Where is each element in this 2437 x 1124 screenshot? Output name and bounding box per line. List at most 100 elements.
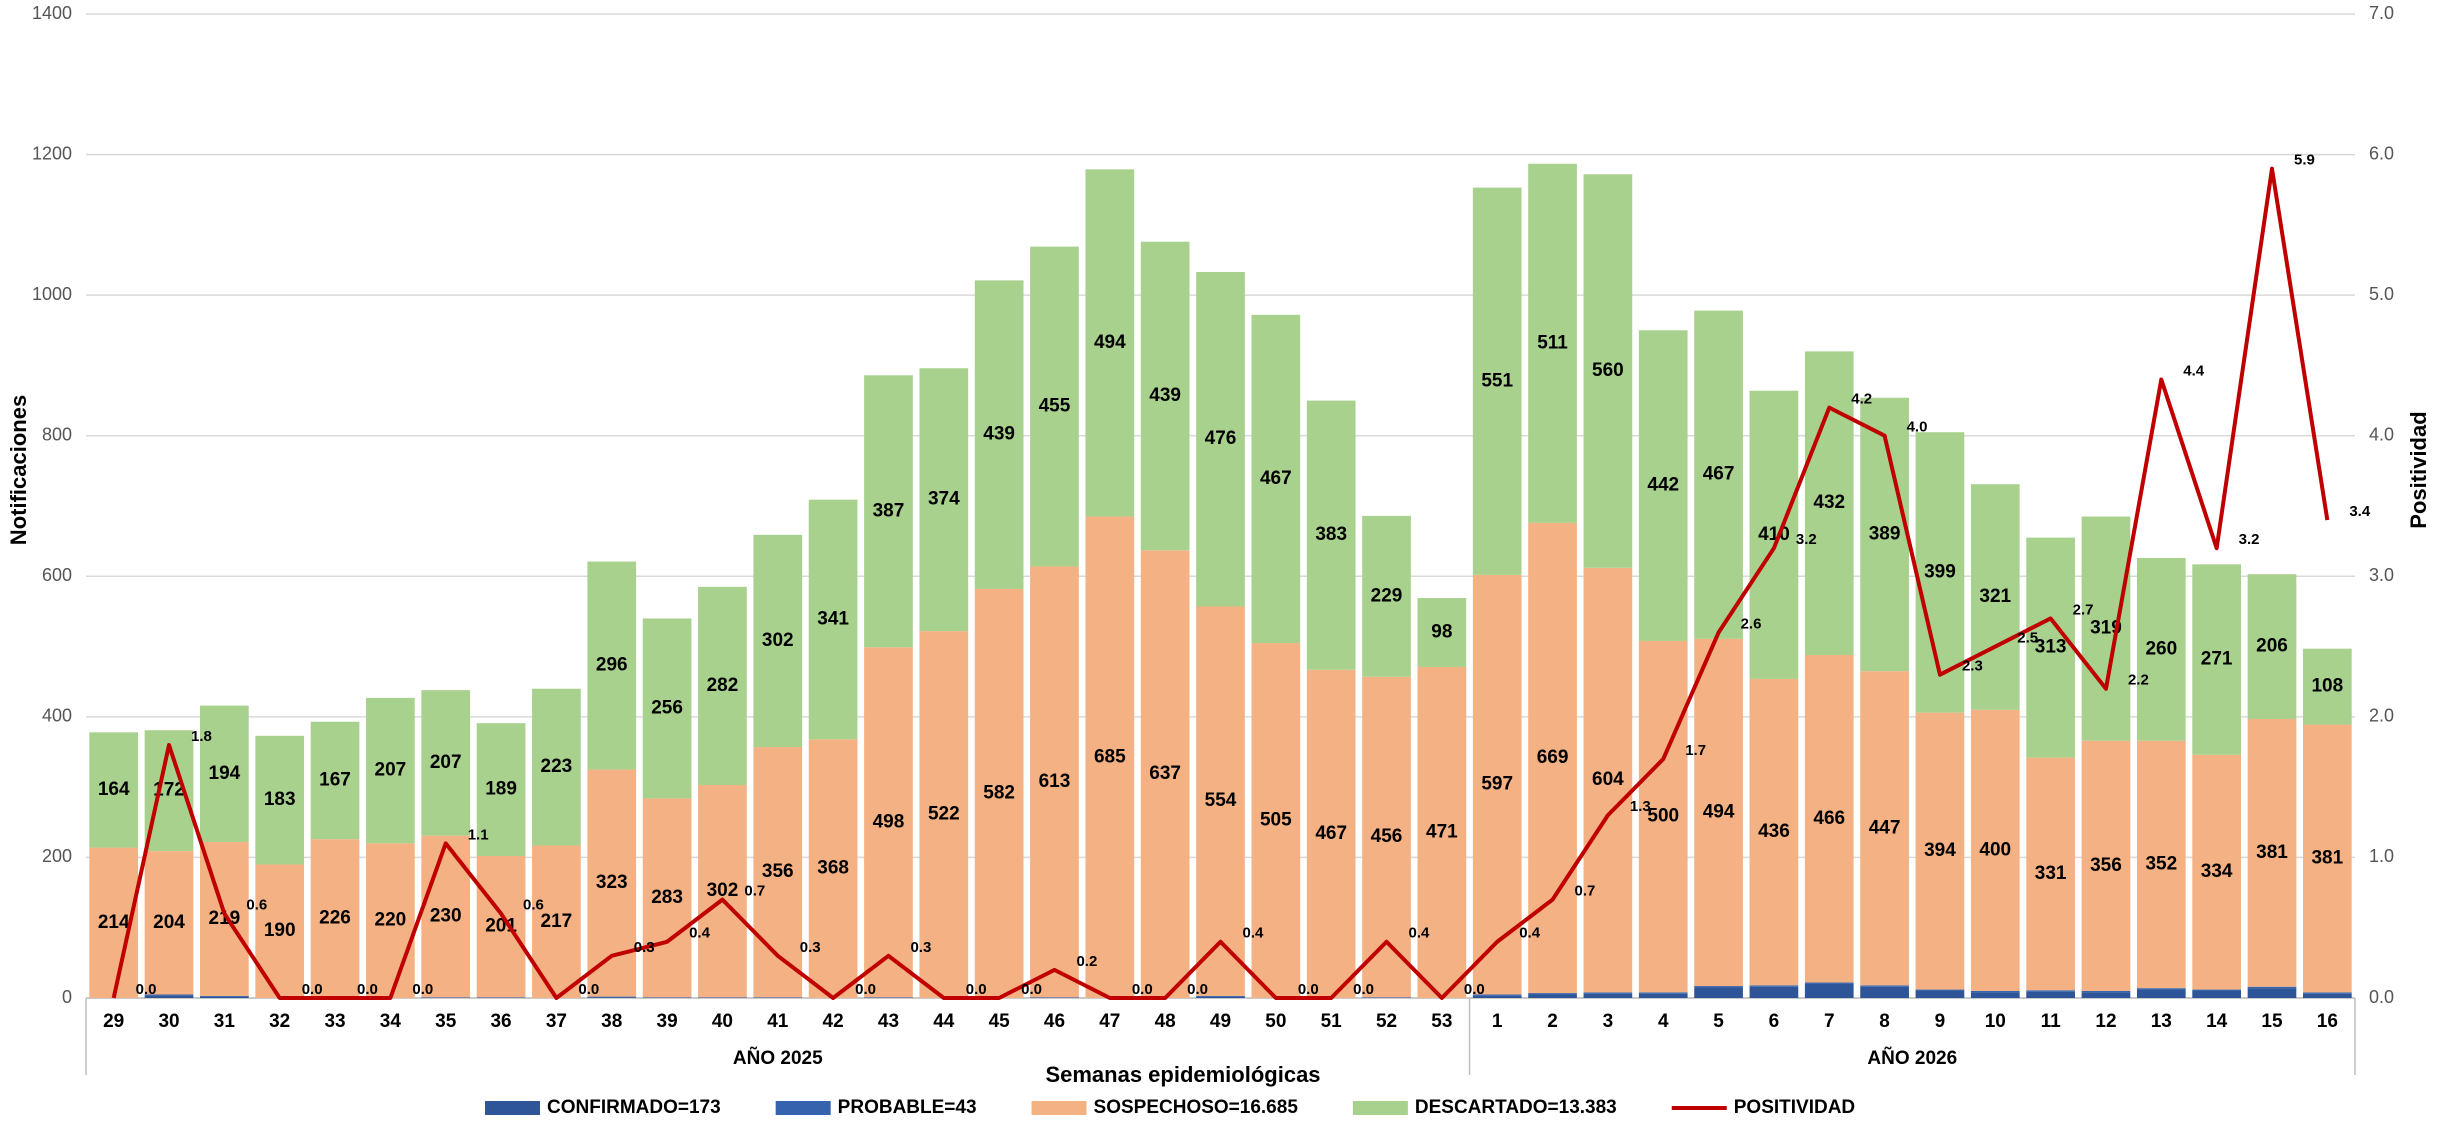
bar-segment (2192, 990, 2241, 998)
bar-segment (2026, 757, 2075, 991)
x-tick-label: 15 (2261, 1011, 2283, 1032)
bar-segment (698, 997, 747, 998)
data-label: 467 (1703, 464, 1735, 485)
data-label: 374 (928, 489, 960, 510)
bar-segment (1472, 995, 1522, 998)
bar-segment (1472, 574, 1522, 995)
legend-label: CONFIRMADO=173 (547, 1097, 721, 1118)
y-tick-label: 1400 (32, 3, 72, 23)
x-tick-label: 16 (2317, 1011, 2338, 1032)
x-tick-label: 43 (878, 1011, 899, 1032)
bar-segment (864, 997, 913, 998)
y2-tick-label: 7.0 (2369, 3, 2394, 23)
bar-segment (1251, 314, 1301, 644)
data-label: 256 (651, 697, 683, 718)
bar-segment (1306, 669, 1356, 998)
x-tick-label: 53 (1431, 1011, 1452, 1032)
bar-segment (310, 839, 360, 998)
bar-segment (2136, 988, 2186, 990)
bar-segment (1915, 712, 1965, 990)
legend-label: DESCARTADO=13.383 (1415, 1097, 1617, 1118)
data-label: 206 (2256, 636, 2288, 657)
line-label: 2.7 (2073, 601, 2094, 618)
line-label: 0.0 (966, 981, 987, 998)
data-label: 455 (1039, 396, 1071, 417)
bar-segment (2302, 648, 2352, 725)
y2-tick-label: 2.0 (2369, 706, 2394, 726)
bar-segment (1362, 997, 1411, 998)
x-tick-label: 47 (1099, 1011, 1120, 1032)
y-tick-label: 0 (62, 987, 72, 1007)
bar-segment (1694, 987, 1743, 998)
bar-segment (919, 631, 969, 998)
data-label: 321 (1979, 586, 2011, 607)
bar-segment (1306, 400, 1356, 670)
data-label: 334 (2201, 861, 2233, 882)
x-tick-label: 46 (1044, 1011, 1065, 1032)
line-label: 2.3 (1962, 658, 1983, 675)
bar-segment (1030, 997, 1079, 998)
data-label: 164 (98, 779, 130, 800)
data-label: 467 (1315, 823, 1347, 844)
bar-segment (2302, 993, 2352, 998)
bar-segment (2247, 718, 2297, 987)
x-tick-label: 49 (1210, 1011, 1231, 1032)
group-label: AÑO 2025 (733, 1047, 823, 1069)
bar-segment (1638, 992, 1688, 994)
data-label: 167 (319, 769, 351, 790)
line-label: 0.0 (1464, 981, 1485, 998)
y-tick-label: 800 (42, 424, 72, 444)
group-label: AÑO 2026 (1867, 1047, 1957, 1069)
line-label: 3.2 (1796, 531, 1817, 548)
line-label: 1.7 (1685, 742, 1706, 759)
data-label: 302 (707, 880, 739, 901)
bar-segment (2247, 988, 2297, 998)
x-tick-label: 10 (1985, 1011, 2006, 1032)
bar-segment (1638, 330, 1688, 641)
bar-segment (1362, 515, 1411, 677)
data-label: 604 (1592, 769, 1624, 790)
line-label: 4.0 (1907, 419, 1928, 436)
x-tick-label: 42 (823, 1011, 844, 1032)
legend-swatch (485, 1101, 540, 1115)
bar-segment (476, 997, 526, 998)
line-label: 0.0 (1353, 981, 1374, 998)
bar-segment (1804, 983, 1854, 998)
bar-segment (1085, 516, 1135, 998)
bar-segment (1694, 310, 1743, 639)
data-label: 226 (319, 908, 351, 929)
bar-segment (2026, 990, 2075, 992)
y2-tick-label: 1.0 (2369, 846, 2394, 866)
line-label: 0.6 (523, 897, 544, 914)
data-label: 432 (1813, 492, 1845, 513)
data-label: 331 (2035, 863, 2067, 884)
legend: CONFIRMADO=173 PROBABLE=43 SOSPECHOSO=16.6… (485, 1097, 1855, 1118)
bar-segment (919, 368, 969, 632)
data-label: 323 (596, 872, 628, 893)
bar-segment (421, 690, 471, 836)
data-label: 341 (817, 609, 849, 630)
line-label: 0.0 (357, 981, 378, 998)
bar-segment (1140, 550, 1190, 998)
line (111, 166, 2330, 1000)
bar-segment (1030, 566, 1079, 998)
data-label: 505 (1260, 810, 1292, 831)
line-label: 0.0 (578, 981, 599, 998)
x-tick-label: 29 (103, 1011, 124, 1032)
bar-segment (1970, 709, 2020, 991)
bar-segment (1860, 985, 1909, 987)
data-label: 410 (1758, 524, 1790, 545)
line-label: 0.4 (1409, 925, 1431, 942)
legend-label: POSITIVIDAD (1734, 1097, 1855, 1118)
x-tick-label: 9 (1935, 1011, 1946, 1032)
bar-segment (974, 588, 1024, 998)
x-tick-label: 36 (490, 1011, 511, 1032)
bar-segment (808, 739, 858, 998)
bar-segment (753, 534, 803, 748)
data-label: 613 (1039, 771, 1071, 792)
bar-segment (1915, 989, 1965, 991)
line-label: 0.0 (412, 981, 433, 998)
data-label: 183 (264, 789, 296, 810)
data-label: 456 (1371, 826, 1403, 847)
data-label: 190 (264, 920, 296, 941)
